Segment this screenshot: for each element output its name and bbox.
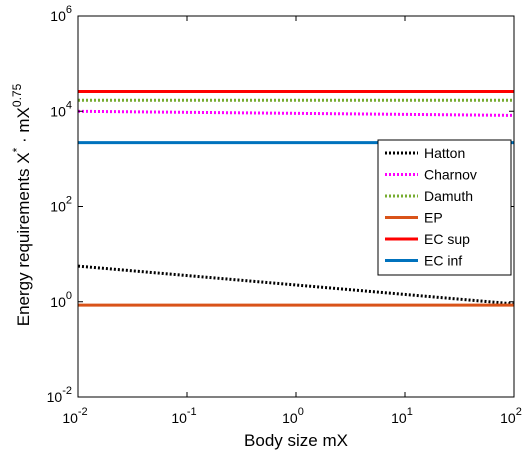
x-tick-label: 10-1 xyxy=(171,406,196,426)
series-line-charnov xyxy=(77,109,515,117)
y-axis: 10-2 100 102 104 106 xyxy=(47,4,514,405)
y-tick-label: 100 xyxy=(50,290,72,310)
x-axis-label: Body size mX xyxy=(244,431,348,450)
y-tick-label: 104 xyxy=(50,99,72,119)
legend-label-charnov: Charnov xyxy=(424,167,477,183)
series-line-hatton xyxy=(77,264,515,306)
legend-label-damuth: Damuth xyxy=(424,188,473,204)
y-tick-label: 10-2 xyxy=(47,385,72,405)
legend-box xyxy=(377,139,512,276)
legend: Hatton Charnov Damuth EP EC sup EC inf xyxy=(377,139,512,276)
legend-label-ec-inf: EC inf xyxy=(424,253,462,269)
legend-label-hatton: Hatton xyxy=(424,145,465,161)
x-tick-label: 10-2 xyxy=(62,406,87,426)
legend-label-ep: EP xyxy=(424,210,443,226)
x-tick-label: 100 xyxy=(282,406,304,426)
y-tick-label: 102 xyxy=(50,195,72,215)
legend-label-ec-sup: EC sup xyxy=(424,231,470,247)
x-tick-label: 101 xyxy=(391,406,413,426)
y-tick-label: 106 xyxy=(50,4,72,24)
x-axis: 10-2 10-1 100 101 102 xyxy=(62,16,522,426)
y-axis-label: Energy requirements X* · mX0.75 xyxy=(10,83,33,326)
x-tick-label: 102 xyxy=(500,406,522,426)
